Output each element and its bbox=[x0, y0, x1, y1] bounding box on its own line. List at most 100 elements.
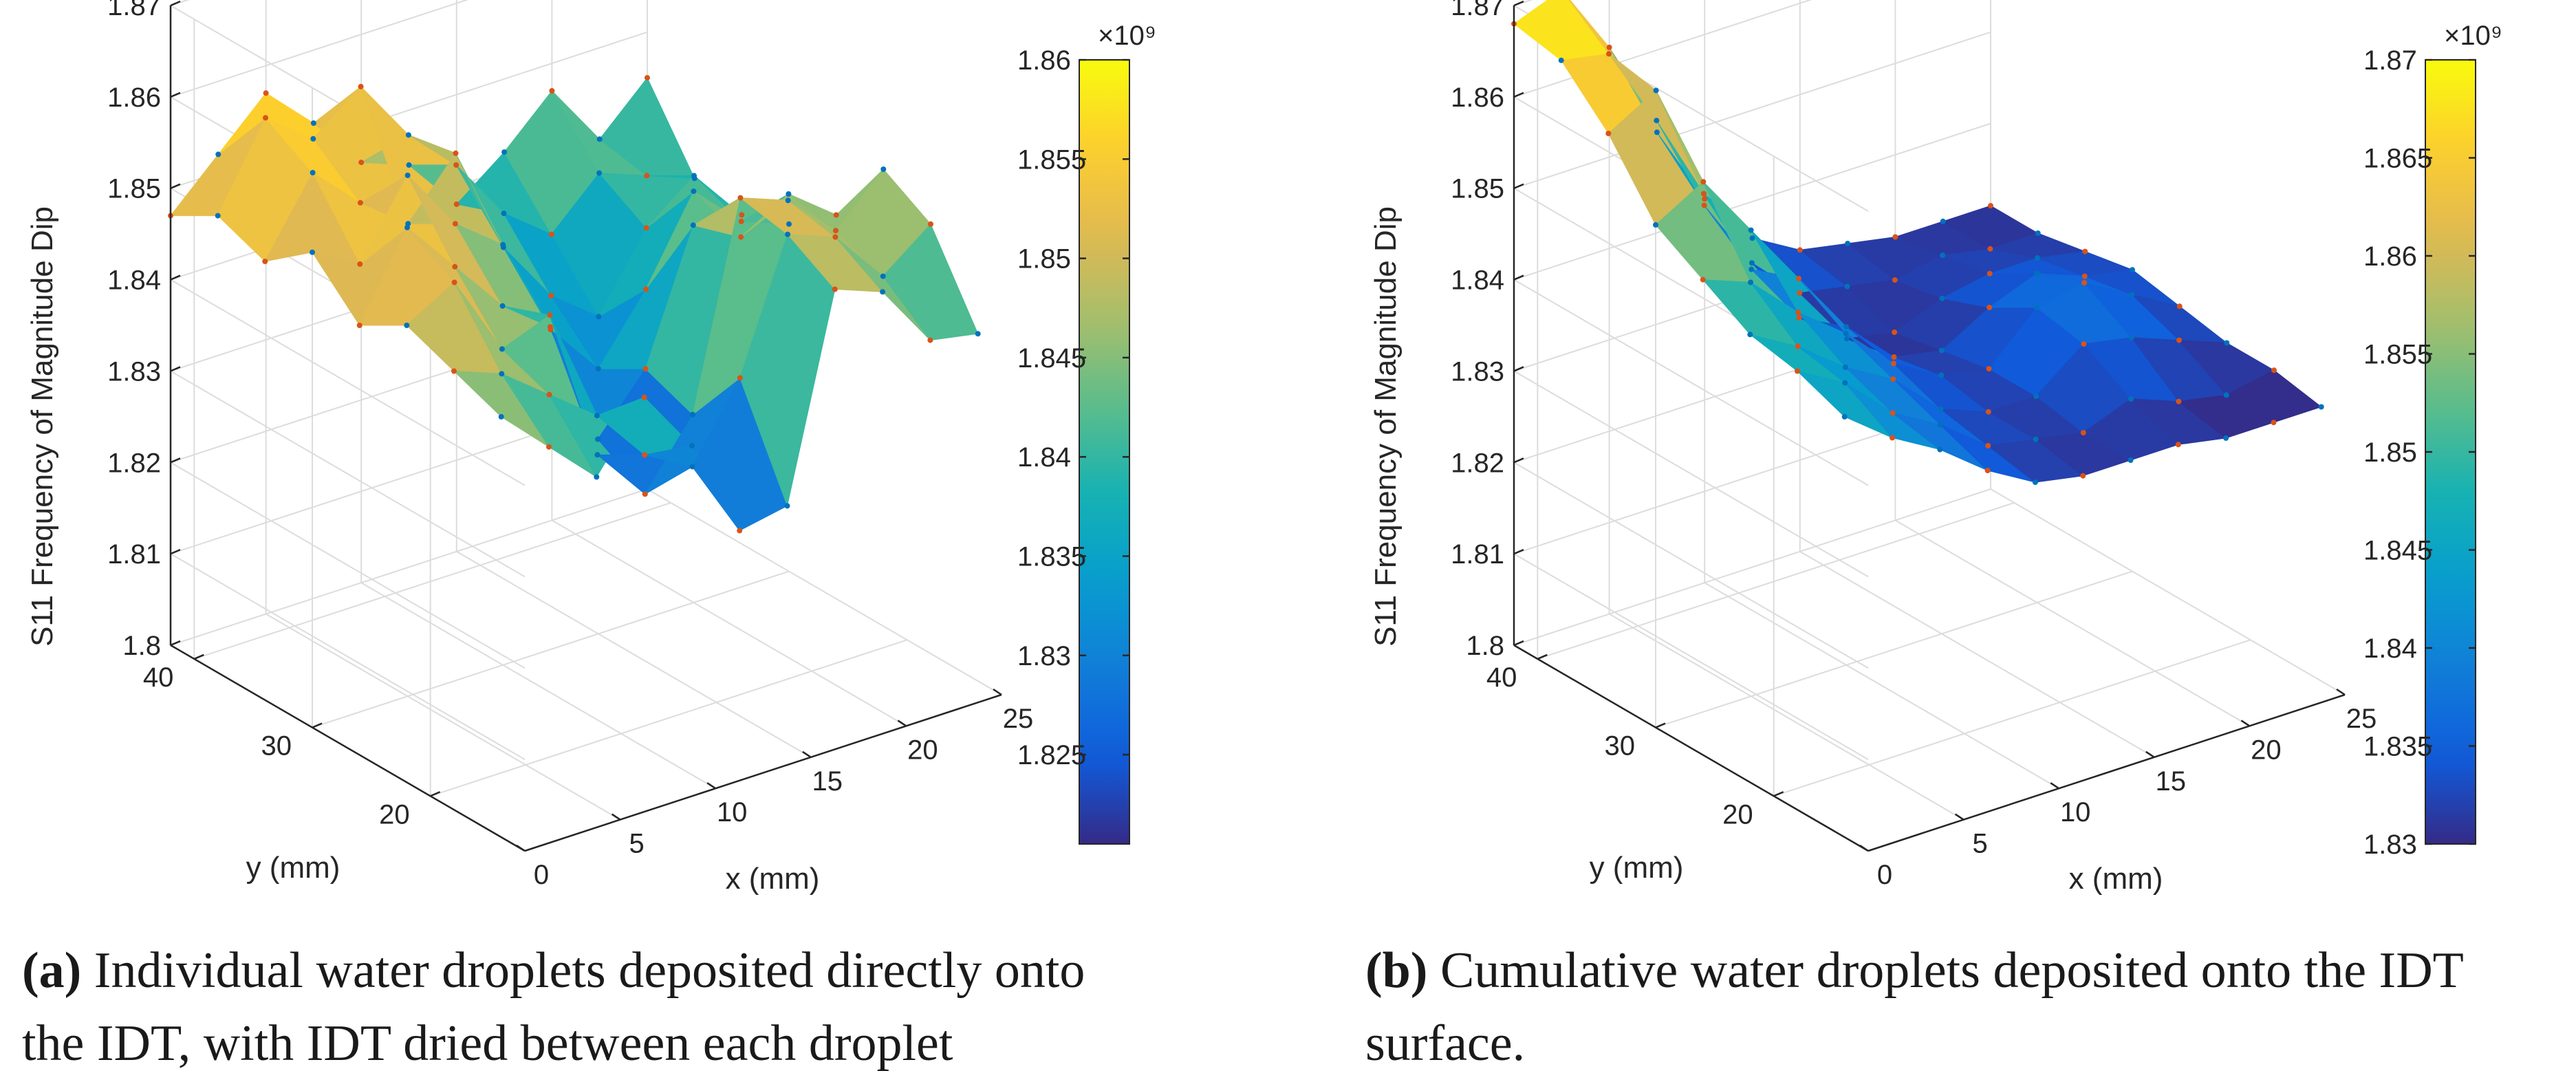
colorbar-tick-label: 1.825 bbox=[1017, 740, 1086, 770]
data-point bbox=[453, 150, 459, 156]
data-point bbox=[215, 213, 221, 219]
data-point bbox=[451, 368, 457, 374]
z-tick-label: 1.85 bbox=[1451, 174, 1504, 204]
data-point bbox=[833, 212, 839, 218]
x-tick-label: 25 bbox=[2346, 704, 2377, 734]
z-tick-label: 1.83 bbox=[1451, 356, 1504, 387]
x-tick-label: 0 bbox=[1877, 860, 1892, 890]
x-tick-mark bbox=[2145, 750, 2155, 758]
data-point bbox=[1940, 252, 1946, 259]
data-point bbox=[499, 371, 505, 377]
data-point bbox=[357, 199, 363, 206]
data-point bbox=[2035, 230, 2041, 236]
caption-a: (a) Individual water droplets deposited … bbox=[22, 934, 1085, 1080]
y-tick-label: 40 bbox=[1486, 662, 1517, 693]
data-point bbox=[310, 170, 316, 175]
z-tick-label: 1.86 bbox=[107, 83, 161, 113]
z-tick-mark bbox=[1513, 91, 1524, 98]
z-tick-mark bbox=[1513, 183, 1524, 189]
data-point bbox=[1748, 279, 1753, 285]
data-point bbox=[784, 503, 790, 509]
grid-line-z bbox=[1512, 397, 1991, 760]
y-tick-label: 30 bbox=[1605, 731, 1636, 761]
y-axis-line bbox=[170, 644, 526, 852]
data-point bbox=[2081, 341, 2087, 347]
data-point bbox=[1892, 234, 1898, 240]
data-point bbox=[1795, 343, 1801, 349]
data-point bbox=[405, 132, 411, 138]
colorbar-tick-label: 1.835 bbox=[1017, 542, 1086, 572]
x-tick-mark bbox=[897, 719, 907, 727]
colorbar-tick-label: 1.85 bbox=[2363, 437, 2417, 468]
y-axis-label: y (mm) bbox=[1590, 851, 1684, 885]
x-axis-label: x (mm) bbox=[2069, 862, 2163, 896]
data-point bbox=[2271, 367, 2277, 374]
data-point bbox=[2176, 303, 2183, 310]
z-tick-label: 1.85 bbox=[107, 174, 161, 204]
x-tick-label: 10 bbox=[2060, 797, 2091, 827]
data-point bbox=[2224, 340, 2230, 346]
x-tick-label: 20 bbox=[907, 735, 938, 765]
data-point bbox=[928, 221, 933, 227]
data-point bbox=[357, 261, 363, 267]
data-point bbox=[596, 136, 603, 142]
data-point bbox=[1654, 118, 1660, 124]
data-point bbox=[2080, 430, 2086, 436]
y-tick-mark bbox=[1655, 722, 1666, 728]
data-point bbox=[1843, 336, 1850, 342]
x-axis-line bbox=[524, 693, 1002, 852]
z-tick-label: 1.82 bbox=[107, 448, 161, 478]
data-point bbox=[453, 162, 459, 168]
z-tick-label: 1.84 bbox=[107, 266, 161, 296]
data-point bbox=[641, 394, 647, 400]
data-point bbox=[452, 263, 458, 270]
z-tick-mark bbox=[170, 0, 181, 7]
z-tick-label: 1.84 bbox=[1451, 266, 1504, 296]
z-tick-label: 1.86 bbox=[1451, 83, 1504, 113]
colorbar-tick-label: 1.845 bbox=[1017, 343, 1086, 374]
surface-plot-b: 1.8 1.81 1.82 1.83 1.84 1.85 1.86 1.87 ×10⁹ 0 5 10 1… bbox=[1369, 0, 2502, 896]
data-point bbox=[595, 436, 601, 442]
colorbar-tick-label: 1.835 bbox=[2363, 732, 2432, 762]
data-point bbox=[1701, 202, 1707, 208]
y-tick-label: 20 bbox=[1722, 799, 1753, 830]
z-axis-label: S11 Frequency of Magnitude Dip bbox=[25, 206, 59, 647]
data-point bbox=[691, 188, 697, 195]
colorbar-tick-label: 1.86 bbox=[1017, 45, 1071, 76]
data-point bbox=[1988, 203, 1993, 209]
caption-b: (b) Cumulative water droplets deposited … bbox=[1365, 934, 2464, 1080]
x-tick-label: 0 bbox=[534, 860, 549, 890]
data-point bbox=[1795, 310, 1801, 316]
data-point bbox=[975, 331, 981, 337]
data-point bbox=[595, 366, 601, 372]
data-point bbox=[1749, 266, 1755, 272]
data-point bbox=[501, 210, 507, 217]
y-tick-mark bbox=[312, 722, 323, 728]
data-point bbox=[596, 314, 602, 320]
z-tick-label: 1.8 bbox=[122, 631, 161, 661]
data-point bbox=[2033, 393, 2039, 399]
x-tick-mark bbox=[1859, 844, 1869, 852]
colorbar-tick-label: 1.855 bbox=[2363, 340, 2432, 370]
data-point bbox=[1938, 372, 1945, 378]
data-point bbox=[1605, 131, 1612, 136]
data-point bbox=[1986, 366, 1992, 372]
data-point bbox=[1937, 446, 1943, 453]
data-point bbox=[737, 528, 743, 534]
data-point bbox=[2223, 392, 2229, 398]
data-point bbox=[1890, 435, 1895, 441]
grid-line-x bbox=[1513, 6, 1869, 852]
data-point bbox=[451, 279, 457, 285]
x-tick-label: 5 bbox=[629, 829, 644, 859]
data-point bbox=[1985, 409, 1991, 415]
data-point bbox=[2081, 273, 2088, 279]
data-point bbox=[548, 231, 554, 237]
data-point bbox=[1938, 347, 1945, 354]
colorbar-tick-label: 1.86 bbox=[2363, 241, 2417, 272]
caption-a-line1: Individual water droplets deposited dire… bbox=[81, 942, 1085, 999]
data-point bbox=[644, 173, 650, 179]
x-tick-label: 15 bbox=[812, 766, 843, 797]
data-point bbox=[785, 197, 791, 204]
data-point bbox=[1891, 354, 1897, 360]
